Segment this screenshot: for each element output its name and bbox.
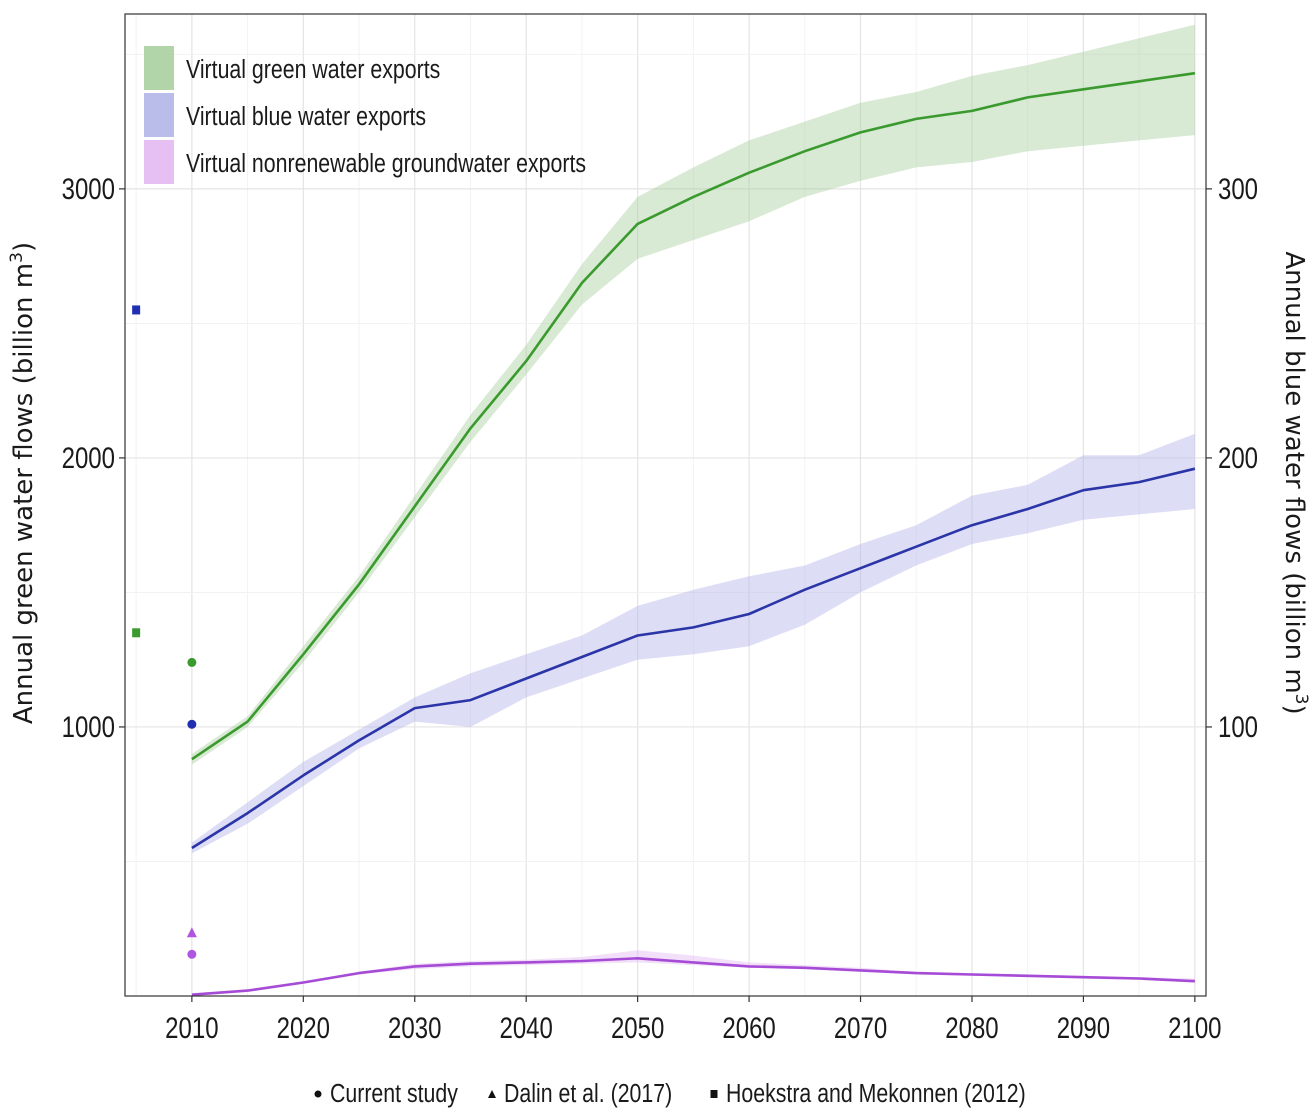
x-tick-label: 2030	[388, 1010, 441, 1044]
y-left-tick-label: 2000	[62, 440, 115, 474]
y-right-tick-label: 200	[1218, 440, 1258, 474]
x-tick-label: 2100	[1168, 1010, 1221, 1044]
y-right-tick-label: 100	[1218, 709, 1258, 743]
line-series-1	[191, 71, 1196, 761]
y-axis-left-title: Annual green water flows (billion m3)	[7, 242, 39, 724]
legend-swatch-1	[144, 46, 174, 90]
y-axis-right-title: Annual blue water flows (billion m3)	[1279, 251, 1311, 714]
legend-swatch-2	[144, 93, 174, 137]
legend-label-3: Virtual nonrenewable groundwater exports	[186, 149, 586, 179]
axis-ticks: 2010 2020 2030 2040 2050 2060 2070 2080 2090 2100…	[62, 171, 1258, 1044]
y-right-tick-label: 300	[1218, 171, 1258, 205]
legend-label-2: Virtual blue water exports	[186, 102, 426, 132]
x-tick-label: 2020	[277, 1010, 330, 1044]
shape-legend-label: Current study	[330, 1079, 458, 1109]
x-tick-label: 2070	[834, 1010, 887, 1044]
line-series-3	[191, 956, 1195, 996]
line-series-2	[191, 467, 1196, 850]
x-tick-label: 2080	[945, 1010, 998, 1044]
ref-point-triangle-nonrenewable	[186, 927, 197, 938]
shape-legend-label: Hoekstra and Mekonnen (2012)	[726, 1079, 1026, 1109]
x-tick-label: 2010	[165, 1010, 218, 1044]
reference-points	[132, 305, 197, 959]
shape-legend-square	[710, 1090, 718, 1098]
x-tick-label: 2090	[1057, 1010, 1110, 1044]
ref-point-circle-blue	[187, 719, 197, 729]
ref-point-square-blue	[132, 305, 141, 315]
y-left-tick-label: 1000	[62, 709, 115, 743]
ref-point-circle-green	[187, 657, 197, 667]
shape-legend-triangle	[488, 1090, 496, 1098]
plot-panel-border	[124, 13, 1207, 997]
shape-legend-circle	[314, 1090, 322, 1098]
legend-swatch-3	[144, 140, 174, 184]
series-legend: Virtual green water exports Virtual blue …	[144, 46, 586, 184]
legend-label-1: Virtual green water exports	[186, 55, 440, 85]
x-tick-label: 2040	[500, 1010, 553, 1044]
ref-point-square-green	[132, 628, 141, 638]
band-series-3	[191, 950, 1195, 996]
shape-legend-label: Dalin et al. (2017)	[504, 1079, 672, 1109]
series-lines	[191, 71, 1196, 996]
band-series-2	[191, 433, 1195, 854]
reference-shape-legend: Current study Dalin et al. (2017) Hoekstra…	[314, 1079, 1026, 1109]
y-left-tick-label: 3000	[62, 171, 115, 205]
band-series-1	[191, 24, 1195, 765]
x-tick-label: 2060	[722, 1010, 775, 1044]
grid	[125, 14, 1206, 996]
ref-point-circle-nonrenewable	[187, 949, 197, 959]
confidence-bands	[191, 24, 1195, 996]
x-tick-label: 2050	[611, 1010, 664, 1044]
